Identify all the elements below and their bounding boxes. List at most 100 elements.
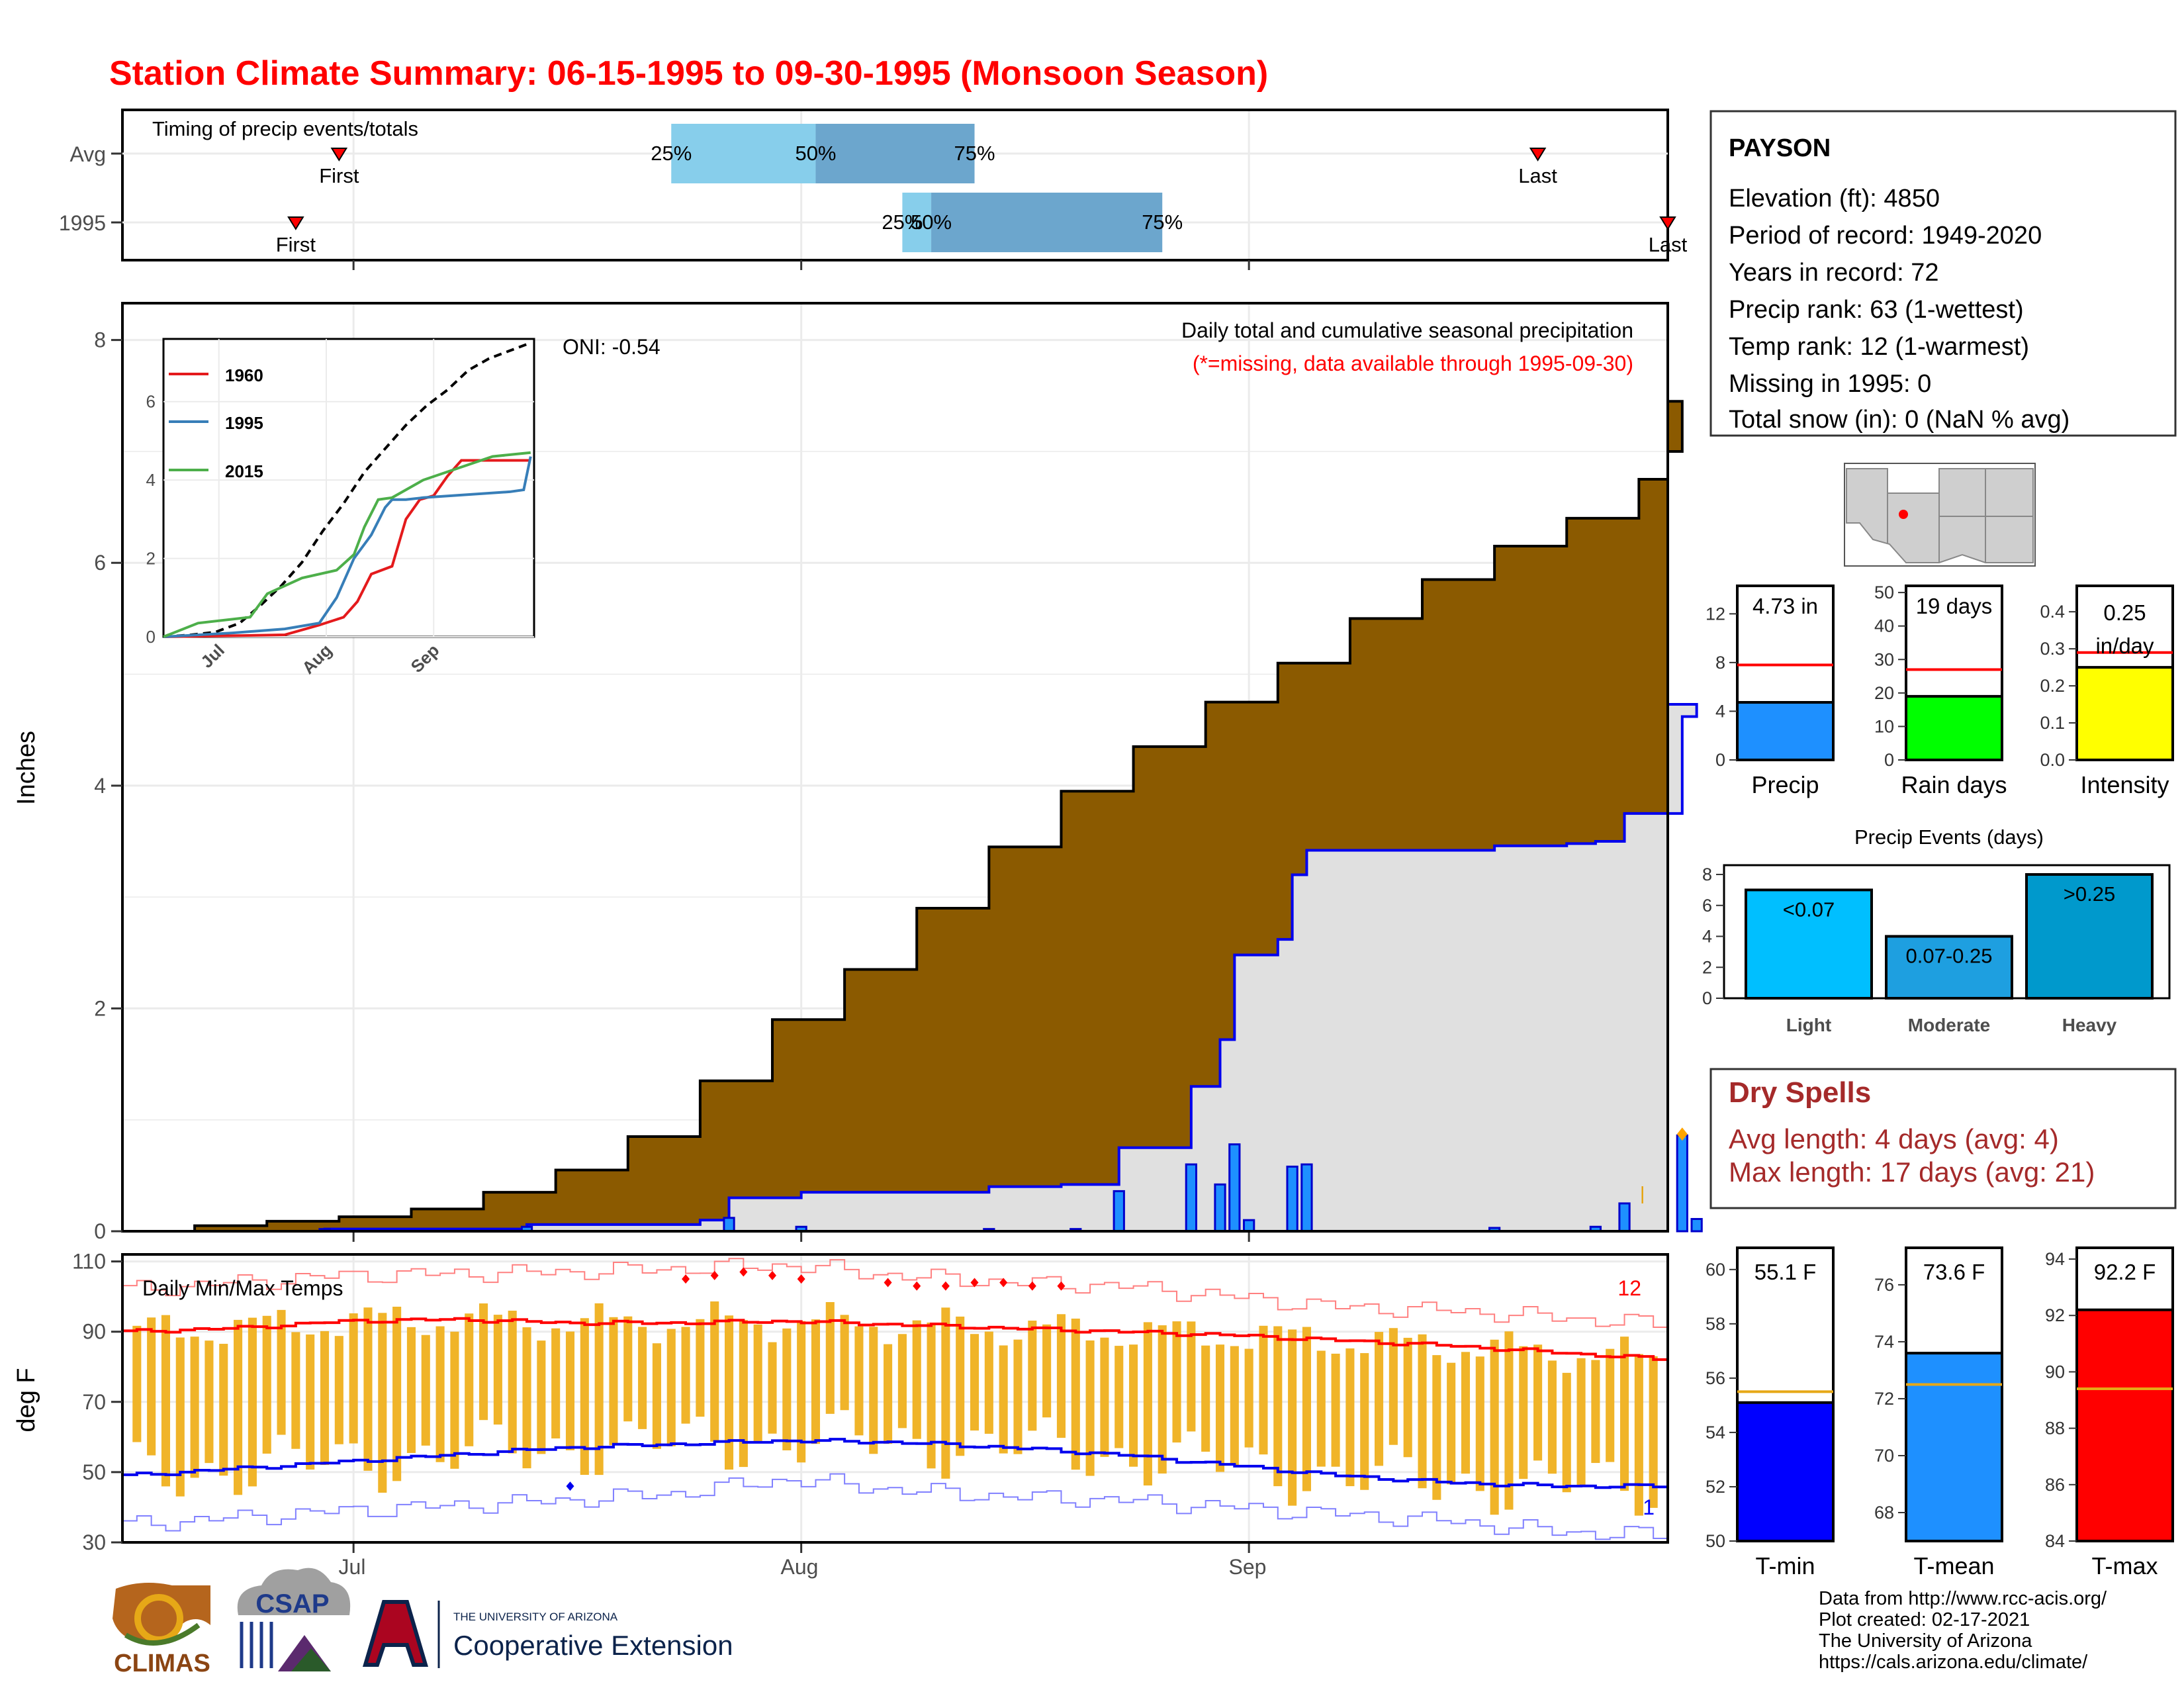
daily-temp-range-bar [1158, 1325, 1167, 1474]
daily-temp-range-bar [724, 1315, 734, 1470]
timing-quantile-bars [671, 124, 1163, 252]
x-axis: Jul Aug Sep [339, 1555, 1267, 1579]
daily-temp-range-bar [234, 1319, 243, 1495]
precip-y-tick-label: 2 [94, 996, 106, 1020]
record-low-marker [566, 1481, 574, 1491]
events-y-tick-label: 8 [1702, 865, 1712, 884]
daily-temp-range-bar [378, 1313, 387, 1493]
temp-summary-bars: 50 52 54 56 58 60 55.1 F T-min 68 70 72 74 76 73.6 F T… [1706, 1246, 2174, 1579]
daily-temp-range-bar [1461, 1352, 1471, 1474]
temp-bar-y-tick-label: 52 [1706, 1477, 1725, 1497]
daily-precip-bar [1286, 1165, 1298, 1233]
summary-y-tick-label: 0 [1884, 750, 1894, 770]
daily-temp-range-bar [465, 1313, 474, 1446]
csap-logo: CSAP [237, 1568, 351, 1671]
summary-bar-value [1736, 701, 1835, 761]
precip-y-axis-label: Inches [13, 731, 40, 805]
daily-temp-range-bar [508, 1310, 517, 1454]
daily-temp-range-bar [681, 1327, 690, 1424]
daily-temp-range-bar [1432, 1355, 1441, 1500]
daily-temp-range-bar [1056, 1314, 1066, 1438]
timing-row-1995-label: 1995 [59, 211, 106, 235]
climas-logo: CLIMAS [113, 1583, 210, 1677]
daily-temp-range-bar [1172, 1321, 1181, 1443]
precip-y-tick-label: 8 [94, 328, 106, 352]
daily-temp-range-bar [1576, 1358, 1586, 1485]
temp-series [122, 1258, 1669, 1540]
daily-temp-range-bar [1187, 1321, 1196, 1432]
temp-y-axis: 30 50 70 90 110 [72, 1250, 122, 1554]
daily-temp-range-bar [406, 1327, 416, 1453]
max-daily-marker [1676, 1127, 1688, 1141]
station-temp-rank: Temp rank: 12 (1-warmest) [1729, 333, 2029, 361]
x-tick-jul: Jul [339, 1555, 366, 1579]
footer-logos: CLIMAS CSAP THE UNIVERSITY OF ARIZONA Co… [113, 1568, 733, 1677]
temp-bar-value [1736, 1401, 1835, 1543]
inset-series-line [163, 456, 532, 638]
summary-y-tick-label: 0.2 [2040, 676, 2065, 696]
summary-bars: 0 4 8 12 4.73 in Precip 0 10 20 30 40 50 19 days Rain… [1706, 583, 2174, 798]
summary-bar-value [2075, 666, 2174, 761]
timing-q50-label: 50% [911, 211, 952, 234]
climas-logo-text: CLIMAS [114, 1650, 210, 1677]
temp-bar-y-tick-label: 60 [1706, 1260, 1725, 1280]
summary-bar-rain-days: 0 10 20 30 40 50 19 days Rain days [1874, 583, 2007, 798]
daily-temp-range-bar [219, 1344, 228, 1476]
precip-y-tick-label: 4 [94, 774, 106, 798]
daily-temp-range-bar [147, 1317, 156, 1456]
avg-tmax-line [122, 1317, 1669, 1361]
temp-bar-t-min: 50 52 54 56 58 60 55.1 F T-min [1706, 1246, 1835, 1579]
daily-temp-range-bar [1085, 1340, 1095, 1476]
daily-temp-range-bar [334, 1336, 343, 1444]
inset-gridlines [163, 339, 534, 637]
summary-bar-value-label: 19 days [1916, 594, 1993, 618]
daily-temp-range-bar [320, 1331, 330, 1466]
missing-marker: | [1640, 1183, 1645, 1203]
daily-temp-range-bar [1042, 1324, 1052, 1418]
ua-name: THE UNIVERSITY OF ARIZONA [453, 1611, 618, 1623]
daily-temp-range-bar [1345, 1348, 1355, 1487]
temp-bar-label: T-min [1756, 1552, 1815, 1579]
event-bar-label: >0.25 [2064, 882, 2115, 906]
inset-legend-1995: 1995 [225, 413, 263, 433]
event-category-label: Moderate [1908, 1015, 1990, 1035]
temp-bar-y-tick-label: 88 [2045, 1419, 2065, 1438]
temp-bar-y-tick-label: 90 [2045, 1362, 2065, 1382]
map-state-borders [1887, 469, 2033, 563]
last-event-label: Last [1518, 164, 1557, 187]
temp-panel: 30 50 70 90 110 Daily Min/Max Temps 12 1 deg… [13, 1250, 1669, 1554]
daily-temp-range-bar [739, 1320, 748, 1468]
temp-bar-value-label: 92.2 F [2094, 1260, 2156, 1284]
daily-temp-range-bar [1634, 1354, 1643, 1516]
daily-temp-range-bar [248, 1317, 257, 1487]
timing-q25-label: 25% [651, 142, 692, 165]
inset-legend: 1960 1995 2015 [169, 365, 263, 481]
event-bar-label: 0.07-0.25 [1906, 945, 1993, 968]
credit-url: https://cals.arizona.edu/climate/ [1819, 1652, 2088, 1673]
timing-q25-q50-bar [902, 193, 932, 252]
record-low-count: 1 [1643, 1495, 1655, 1519]
record-high-marker [797, 1274, 805, 1284]
temp-bar-t-mean: 68 70 72 74 76 73.6 F T-mean [1874, 1246, 2003, 1579]
daily-temp-range-bar [205, 1340, 214, 1464]
temp-y-tick-label: 70 [82, 1390, 106, 1414]
cumulative-1995-area [122, 702, 1698, 1233]
temp-y-axis-label: deg F [13, 1368, 40, 1432]
station-precip-rank: Precip rank: 63 (1-wettest) [1729, 296, 2024, 324]
daily-temp-range-bar [609, 1317, 618, 1446]
daily-temp-range-bar [537, 1340, 546, 1454]
last-event-marker [1659, 216, 1676, 230]
daily-temp-range-bar [1388, 1328, 1398, 1445]
temp-bar-t-max: 84 86 88 90 92 94 92.2 F T-max [2045, 1246, 2174, 1579]
daily-temp-range-bar [1375, 1332, 1384, 1466]
daily-temp-range-bar [1360, 1353, 1369, 1490]
temp-bar-y-tick-label: 54 [1706, 1423, 1725, 1442]
station-period: Period of record: 1949-2020 [1729, 222, 2042, 250]
summary-y-tick-label: 0.3 [2040, 639, 2065, 659]
record-high-marker [884, 1278, 892, 1288]
inset-y-tick-label: 0 [146, 627, 156, 647]
daily-temp-range-bar [522, 1327, 531, 1469]
daily-precip-bar [1243, 1219, 1255, 1233]
record-high-line [122, 1258, 1668, 1329]
daily-temp-range-bar [1129, 1344, 1138, 1467]
